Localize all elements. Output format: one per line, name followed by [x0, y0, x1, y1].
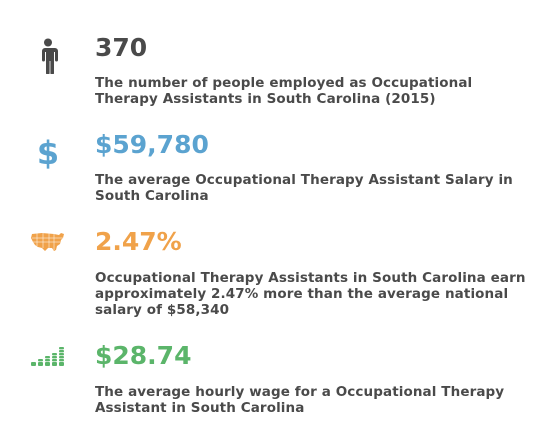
employment-description: The number of people employed as Occupat…: [95, 75, 473, 107]
svg-text:$: $: [38, 135, 58, 169]
salary-difference-percent: 2.47%: [95, 227, 182, 256]
coin-stacks-icon: [28, 336, 68, 376]
dollar-icon: $: [28, 132, 68, 172]
usa-map-icon: [28, 222, 68, 262]
hourly-wage-description: The average hourly wage for a Occupation…: [95, 384, 505, 416]
person-icon: [28, 36, 68, 76]
average-salary: $59,780: [95, 130, 209, 159]
salary-description: The average Occupational Therapy Assista…: [95, 172, 513, 204]
hourly-wage: $28.74: [95, 341, 192, 370]
comparison-description: Occupational Therapy Assistants in South…: [95, 270, 526, 318]
employment-count: 370: [95, 33, 148, 62]
